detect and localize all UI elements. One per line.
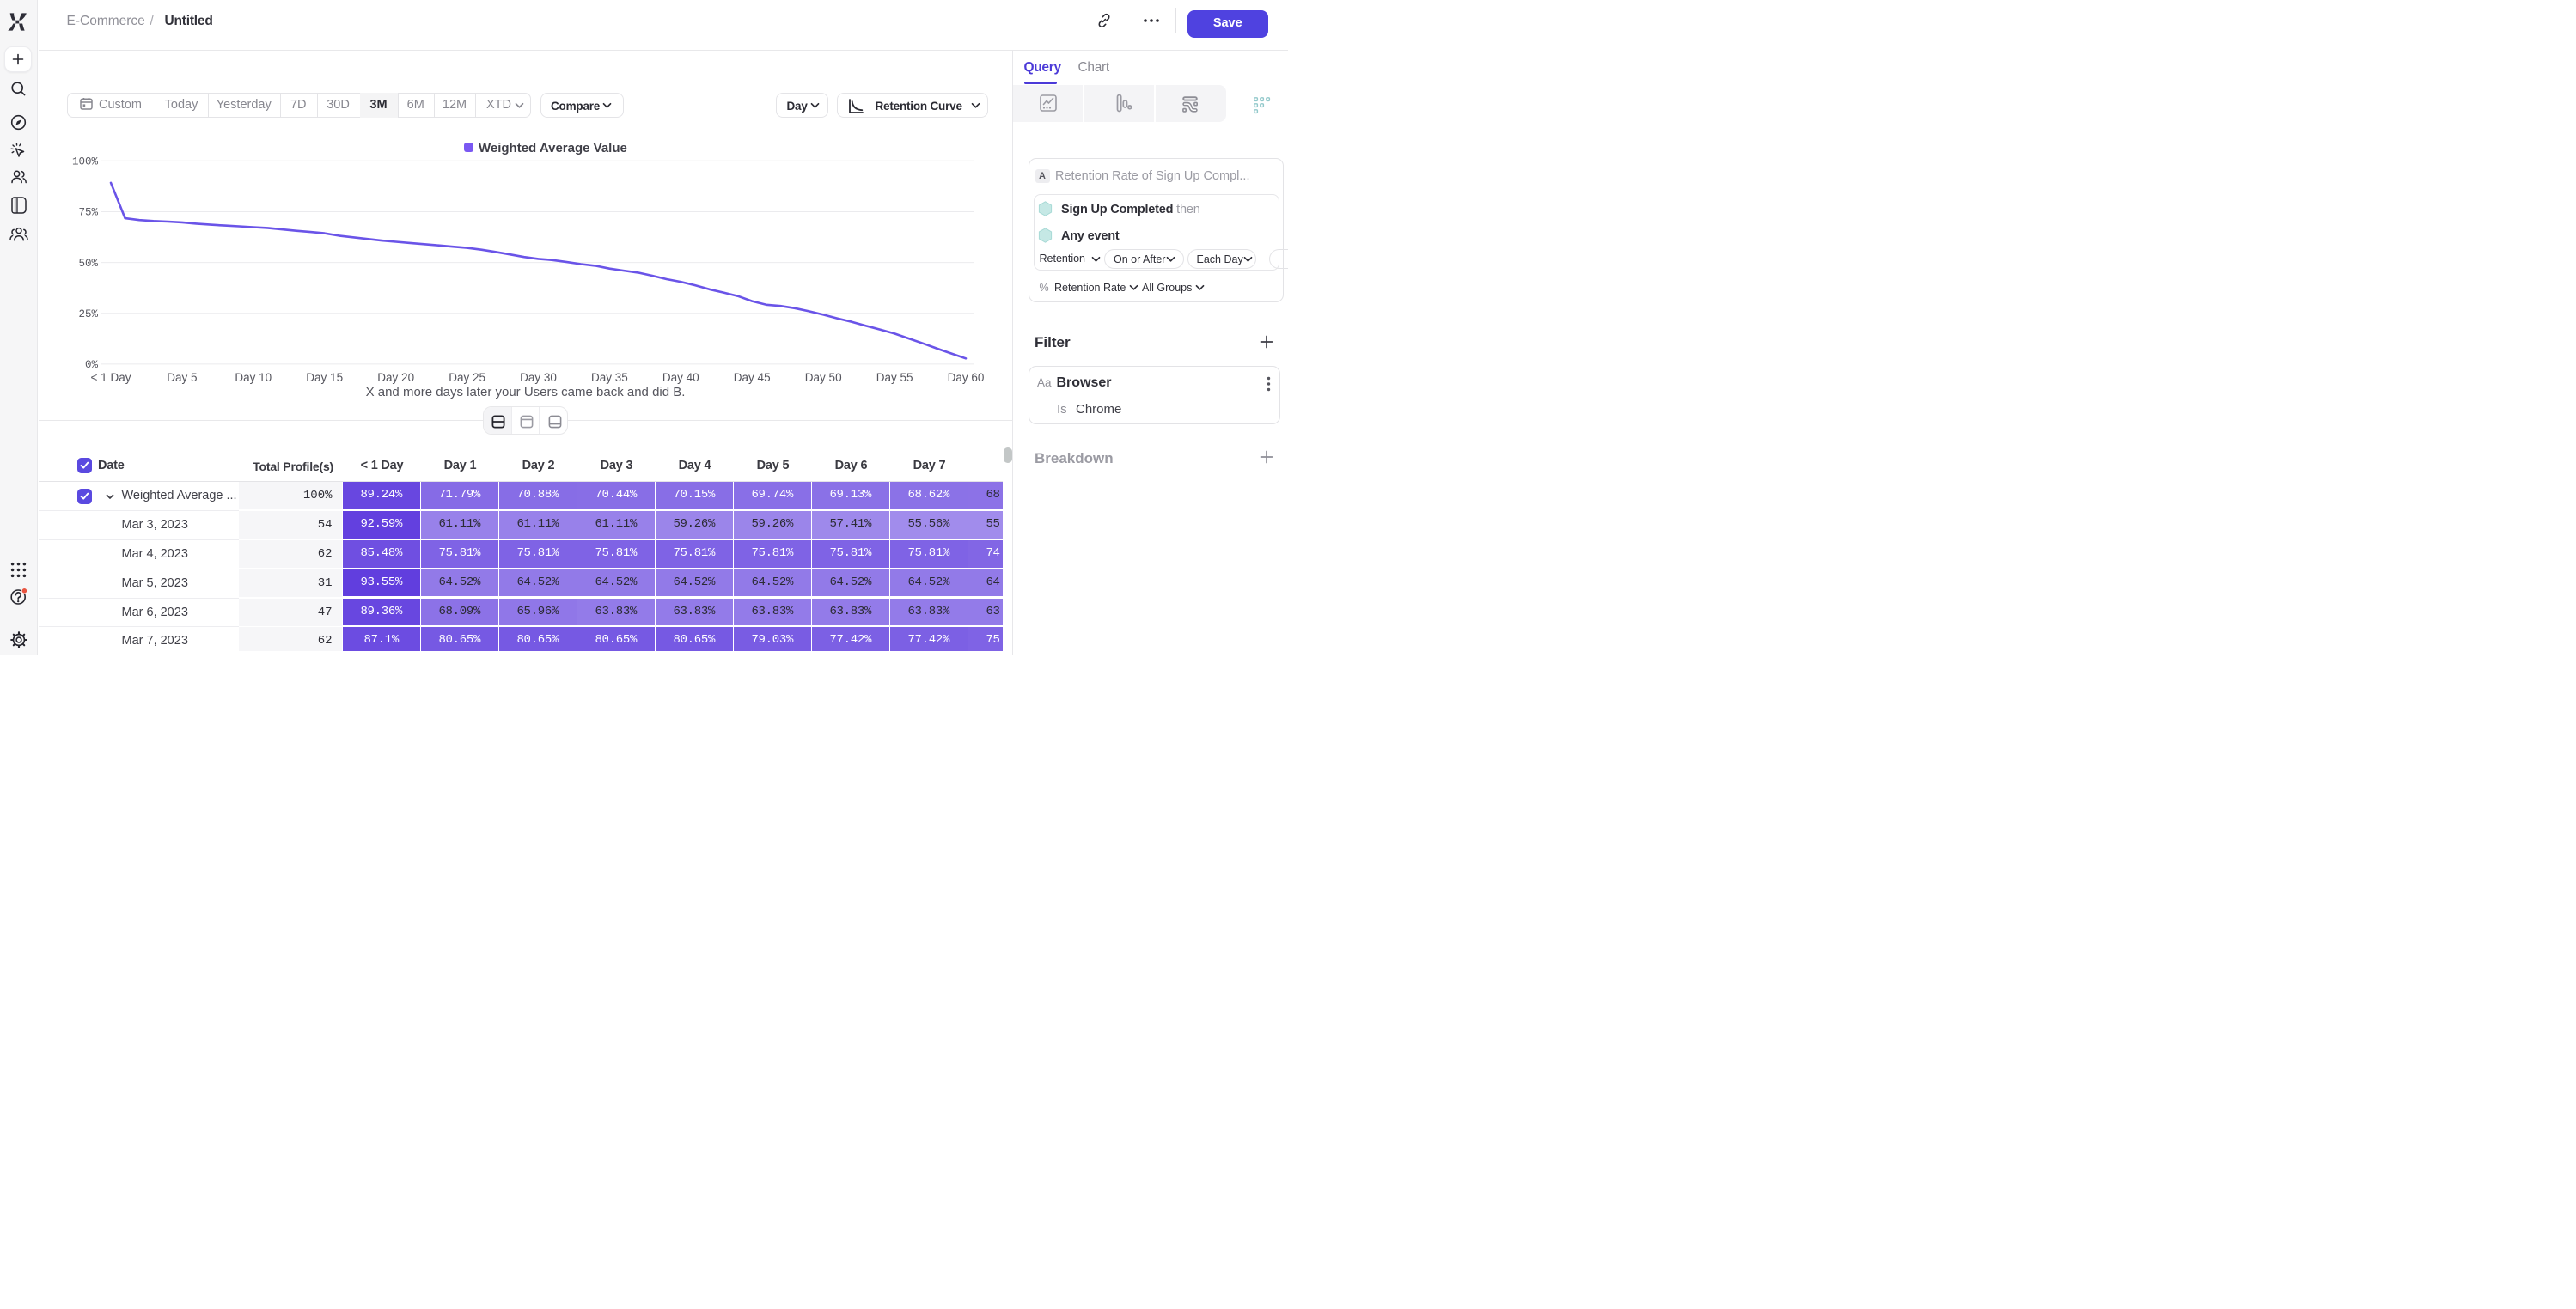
svg-text:Day 55: Day 55 bbox=[876, 371, 913, 384]
svg-text:Day 20: Day 20 bbox=[377, 371, 414, 384]
svg-text:Day 15: Day 15 bbox=[306, 371, 343, 384]
svg-text:0%: 0% bbox=[85, 359, 99, 371]
svg-text:< 1 Day: < 1 Day bbox=[91, 371, 131, 384]
svg-text:Day 35: Day 35 bbox=[591, 371, 628, 384]
svg-text:50%: 50% bbox=[78, 258, 98, 270]
svg-text:Day 5: Day 5 bbox=[167, 371, 197, 384]
svg-text:25%: 25% bbox=[78, 308, 98, 320]
svg-text:Day 50: Day 50 bbox=[805, 371, 842, 384]
svg-text:Day 30: Day 30 bbox=[520, 371, 557, 384]
svg-text:75%: 75% bbox=[78, 207, 98, 219]
svg-text:Day 60: Day 60 bbox=[948, 371, 985, 384]
svg-text:Day 10: Day 10 bbox=[235, 371, 272, 384]
svg-text:Day 25: Day 25 bbox=[449, 371, 485, 384]
svg-text:Day 40: Day 40 bbox=[662, 371, 699, 384]
svg-text:100%: 100% bbox=[72, 156, 99, 168]
svg-text:Day 45: Day 45 bbox=[734, 371, 771, 384]
